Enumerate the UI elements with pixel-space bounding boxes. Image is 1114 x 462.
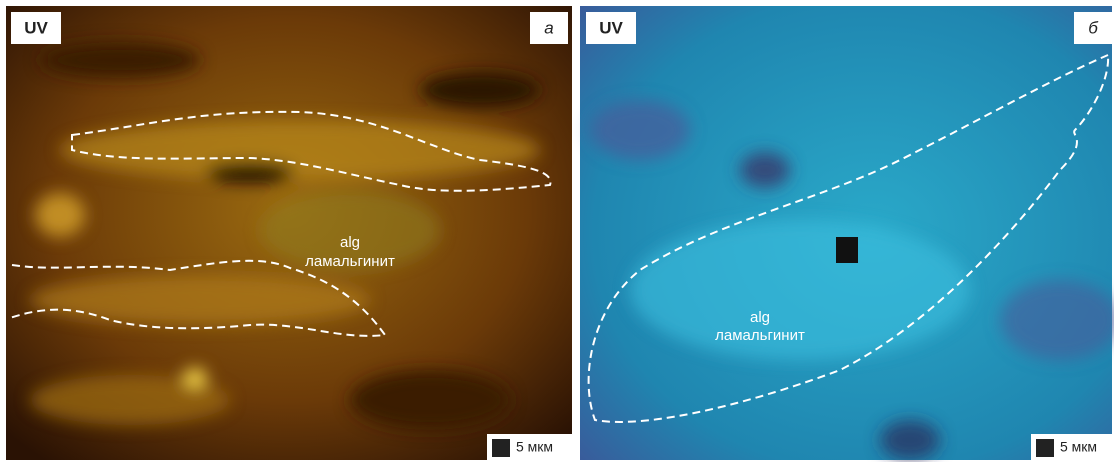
label: ламальгинит <box>305 253 395 270</box>
label: ламальгинит <box>715 327 805 344</box>
scale-label: 5 мкм <box>516 439 553 455</box>
label: alg <box>340 234 360 251</box>
badge: UV <box>24 18 48 37</box>
figure: UV а alg ламальгинит 5 мкм UV б alg лама… <box>0 0 1114 462</box>
scale-square <box>492 439 510 457</box>
particle <box>836 237 858 263</box>
panel-a: UV а alg ламальгинит 5 мкм <box>6 6 572 460</box>
badge: UV <box>599 18 623 37</box>
label: alg <box>750 309 770 326</box>
panel-b: UV б alg ламальгинит 5 мкм <box>580 6 1114 460</box>
panel-letter: б <box>1088 18 1099 37</box>
scale-label: 5 мкм <box>1060 439 1097 455</box>
scale-square <box>1036 439 1054 457</box>
panel-letter: а <box>544 18 553 37</box>
